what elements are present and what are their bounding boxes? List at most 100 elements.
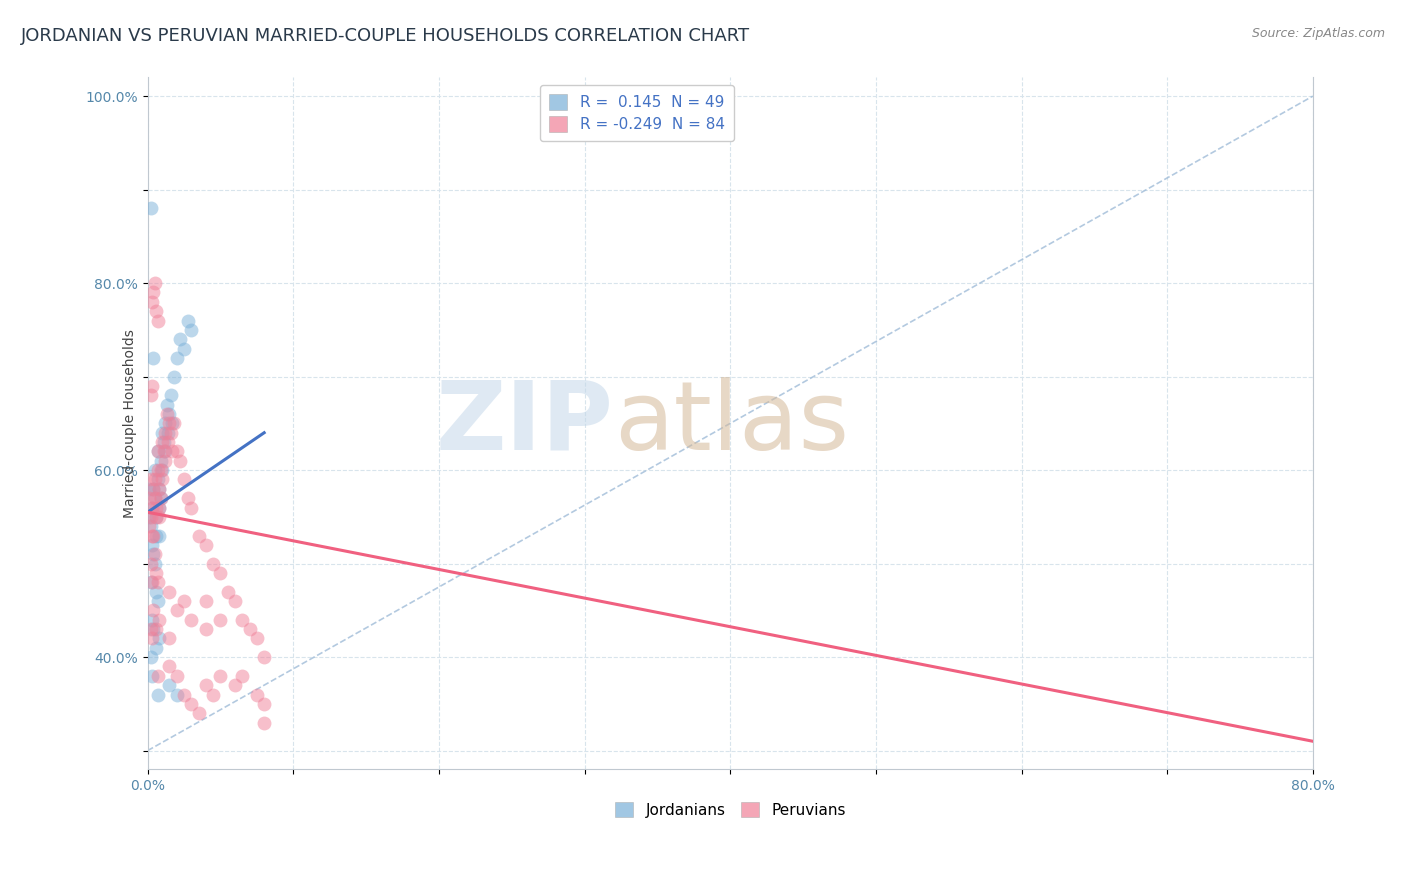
Point	[194, 538, 217, 552]
Point	[209, 566, 232, 580]
Point	[148, 509, 170, 524]
Point	[150, 463, 173, 477]
Point	[166, 444, 188, 458]
Point	[141, 613, 163, 627]
Point	[142, 482, 165, 496]
Point	[169, 454, 191, 468]
Point	[202, 557, 225, 571]
Point	[138, 491, 160, 505]
Point	[159, 678, 181, 692]
Point	[160, 388, 183, 402]
Point	[217, 584, 239, 599]
Point	[141, 294, 163, 309]
Point	[149, 491, 172, 505]
Point	[146, 669, 169, 683]
Point	[146, 473, 169, 487]
Point	[148, 482, 170, 496]
Point	[180, 613, 202, 627]
Text: ZIP: ZIP	[436, 377, 613, 470]
Point	[143, 276, 166, 290]
Point	[155, 407, 177, 421]
Point	[142, 285, 165, 300]
Point	[148, 613, 170, 627]
Point	[138, 482, 160, 496]
Point	[194, 678, 217, 692]
Point	[148, 632, 170, 646]
Point	[146, 575, 169, 590]
Point	[194, 594, 217, 608]
Point	[202, 688, 225, 702]
Point	[142, 547, 165, 561]
Point	[139, 519, 162, 533]
Point	[246, 632, 269, 646]
Point	[148, 500, 170, 515]
Point	[146, 688, 169, 702]
Point	[150, 425, 173, 440]
Point	[209, 669, 232, 683]
Point	[141, 669, 163, 683]
Point	[143, 491, 166, 505]
Point	[145, 528, 167, 542]
Point	[145, 500, 167, 515]
Point	[146, 444, 169, 458]
Point	[166, 688, 188, 702]
Point	[246, 688, 269, 702]
Point	[159, 632, 181, 646]
Point	[150, 435, 173, 450]
Point	[153, 417, 176, 431]
Point	[141, 538, 163, 552]
Point	[141, 575, 163, 590]
Point	[173, 473, 195, 487]
Point	[159, 417, 181, 431]
Point	[177, 313, 200, 327]
Point	[187, 528, 209, 542]
Point	[150, 473, 173, 487]
Point	[149, 454, 172, 468]
Point	[166, 351, 188, 365]
Point	[139, 650, 162, 665]
Point	[239, 622, 262, 636]
Point	[194, 622, 217, 636]
Point	[160, 425, 183, 440]
Point	[139, 622, 162, 636]
Point	[139, 557, 162, 571]
Point	[141, 632, 163, 646]
Point	[139, 388, 162, 402]
Point	[162, 417, 184, 431]
Point	[141, 528, 163, 542]
Point	[145, 509, 167, 524]
Point	[141, 500, 163, 515]
Point	[146, 463, 169, 477]
Point	[148, 482, 170, 496]
Point	[173, 342, 195, 356]
Point	[145, 622, 167, 636]
Point	[224, 678, 246, 692]
Point	[139, 473, 162, 487]
Point	[180, 697, 202, 711]
Point	[141, 379, 163, 393]
Point	[145, 566, 167, 580]
Point	[253, 697, 276, 711]
Point	[149, 463, 172, 477]
Point	[157, 435, 180, 450]
Point	[143, 463, 166, 477]
Point	[145, 584, 167, 599]
Point	[153, 425, 176, 440]
Point	[224, 594, 246, 608]
Point	[139, 509, 162, 524]
Point	[166, 603, 188, 617]
Point	[159, 584, 181, 599]
Point	[173, 688, 195, 702]
Point	[142, 351, 165, 365]
Point	[173, 594, 195, 608]
Point	[145, 304, 167, 318]
Point	[231, 613, 253, 627]
Point	[153, 444, 176, 458]
Point	[152, 444, 174, 458]
Point	[142, 528, 165, 542]
Point	[180, 323, 202, 337]
Y-axis label: Married-couple Households: Married-couple Households	[122, 329, 136, 518]
Point	[162, 444, 184, 458]
Text: atlas: atlas	[613, 377, 849, 470]
Point	[142, 482, 165, 496]
